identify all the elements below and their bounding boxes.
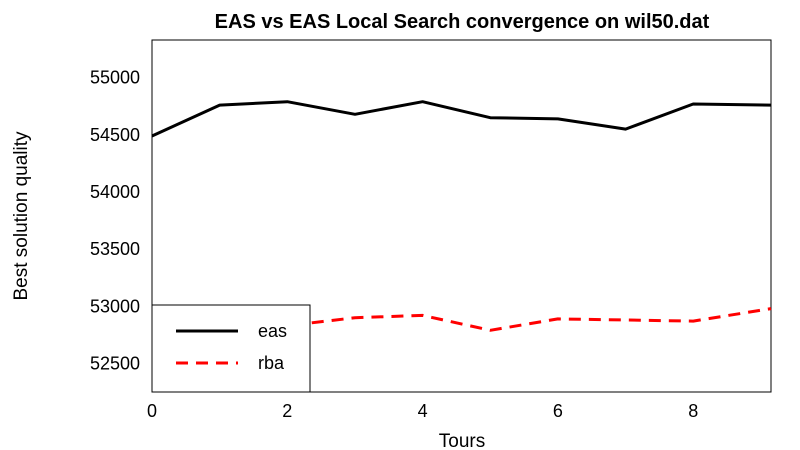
x-tick-label: 0 [147,401,157,421]
y-tick-label: 53500 [90,239,140,259]
plot-frame [151,39,772,393]
x-tick-label: 8 [688,401,698,421]
y-tick-label: 54500 [90,125,140,145]
x-tick-label: 2 [282,401,292,421]
x-axis-label: Tours [439,431,485,450]
y-axis-label: Best solution quality [11,131,32,300]
x-axis: 0 2 4 6 8 [147,401,698,421]
legend: eas rba [151,304,311,393]
y-tick-label: 54000 [90,182,140,202]
legend-box [151,304,311,393]
series-line-eas [151,100,772,138]
y-tick-label: 52500 [90,353,140,373]
x-tick-label: 6 [553,401,563,421]
series-layer [151,100,772,332]
y-tick-label: 53000 [90,296,140,316]
legend-label-eas: eas [258,321,287,341]
y-tick-label: 55000 [90,68,140,88]
legend-label-rba: rba [258,353,285,373]
y-axis: 52500 53000 53500 54000 54500 55000 [90,68,140,374]
chart-title: EAS vs EAS Local Search convergence on w… [215,11,710,33]
x-tick-label: 4 [418,401,428,421]
